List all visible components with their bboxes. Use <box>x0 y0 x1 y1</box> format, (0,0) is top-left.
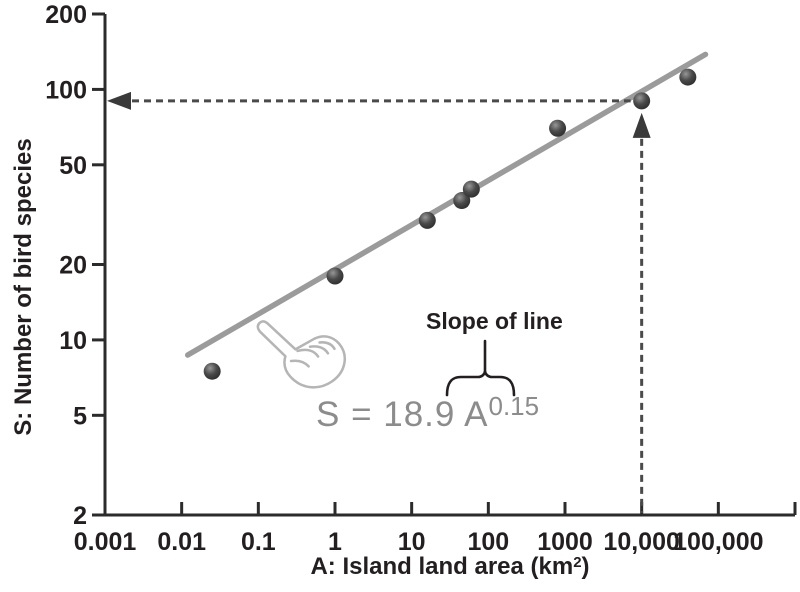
data-point <box>326 267 344 285</box>
data-point <box>549 119 567 137</box>
equation-base-text: S = 18.9 A <box>316 395 489 434</box>
data-point <box>418 211 436 229</box>
data-point <box>203 362 221 380</box>
data-point <box>679 68 697 86</box>
x-tick-label: 1 <box>328 528 342 556</box>
y-tick-label: 20 <box>59 252 87 280</box>
y-tick-label: 10 <box>59 327 87 355</box>
x-axis-title-close: ) <box>581 553 590 580</box>
data-point <box>633 92 651 110</box>
y-tick-label: 50 <box>59 152 87 180</box>
axes-lines <box>103 14 795 517</box>
x-tick-label: 0.001 <box>74 528 137 556</box>
y-axis-title: S: Number of bird species <box>10 138 37 436</box>
x-tick-label: 100 <box>467 528 509 556</box>
x-tick-label: 1000 <box>537 528 593 556</box>
data-point <box>462 180 480 198</box>
x-axis-title-text: A: Island land area (km <box>310 553 574 580</box>
y-tick-label: 200 <box>45 1 87 29</box>
x-tick-label: 10 <box>398 528 426 556</box>
regression-line <box>184 51 709 358</box>
y-tick-label: 5 <box>73 402 87 430</box>
x-tick-label: 0.1 <box>241 528 276 556</box>
left-arrowhead <box>107 91 131 110</box>
y-tick-label: 100 <box>45 76 87 104</box>
slope-annotation-label: Slope of line <box>426 308 563 334</box>
y-tick-label: 2 <box>73 502 87 530</box>
slope-brace-icon <box>445 339 516 397</box>
equation-annotation: S = 18.9 A0.15 <box>316 391 539 435</box>
plot-area: 2 5 10 20 50 100 200 0.001 0.01 0.1 1 10 100 1000 10,0… <box>45 1 797 556</box>
x-tick-label: 100,000 <box>673 528 763 556</box>
pointing-hand-icon <box>256 320 347 389</box>
up-arrowhead <box>632 112 651 138</box>
x-axis-title-superscript: 2 <box>573 554 582 571</box>
x-tick-label: 0.01 <box>157 528 206 556</box>
equation-exponent-text: 0.15 <box>488 391 540 421</box>
x-tick-label: 10,000 <box>603 528 679 556</box>
x-axis-title: A: Island land area (km2) <box>105 553 795 581</box>
data-point <box>453 192 471 210</box>
